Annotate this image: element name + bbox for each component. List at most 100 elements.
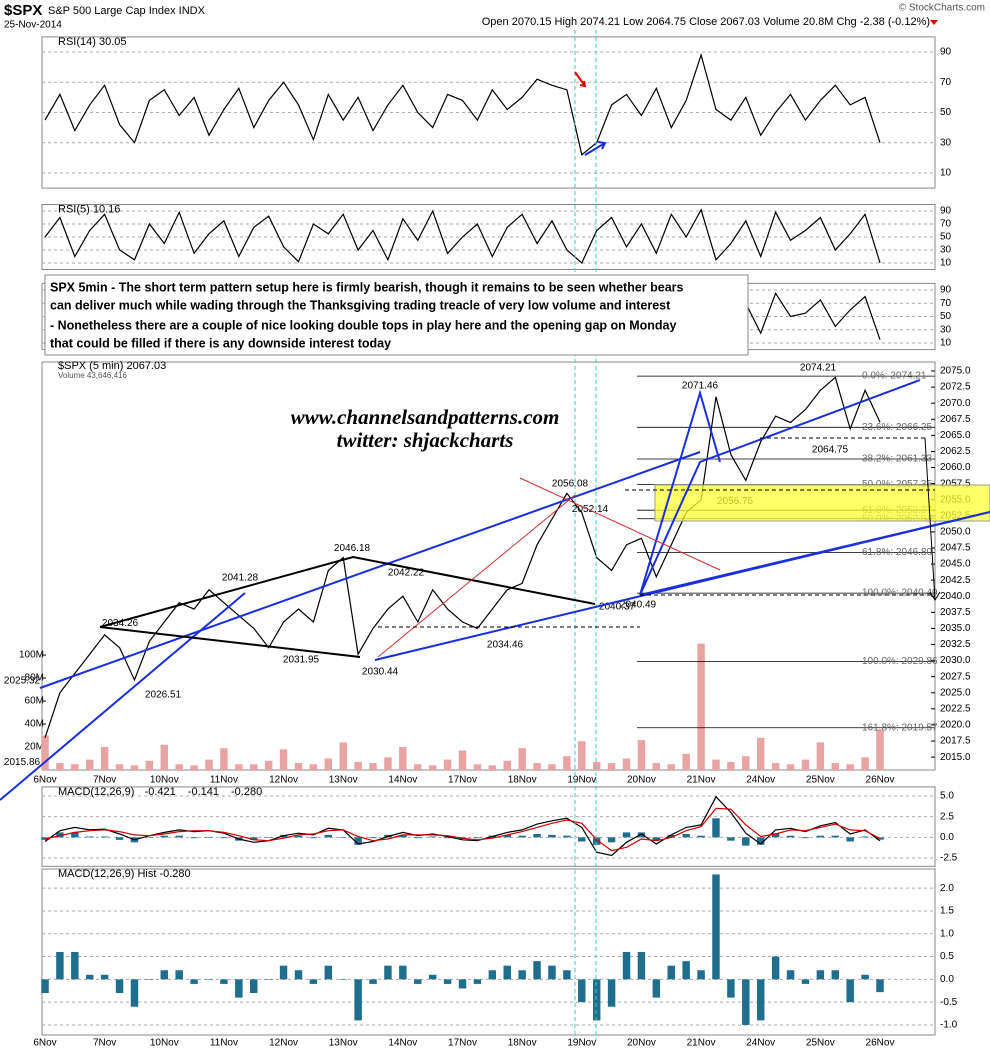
- index-name: S&P 500 Large Cap Index INDX: [48, 5, 206, 17]
- y-tick-label: 2045.0: [940, 559, 971, 570]
- bar: [786, 970, 795, 980]
- bar: [279, 965, 288, 980]
- x-tick-label: 7Nov: [93, 775, 116, 786]
- bar: [697, 643, 705, 770]
- bar: [801, 837, 810, 839]
- bar: [160, 970, 169, 980]
- bar: [428, 974, 437, 980]
- price-annotation: 2064.75: [812, 445, 849, 456]
- bar: [354, 979, 362, 1021]
- bar: [309, 979, 318, 984]
- y-tick-label: 70: [940, 298, 952, 309]
- bar: [369, 979, 377, 984]
- panel-frame: [41, 786, 936, 867]
- y-tick-label: 90: [940, 47, 952, 58]
- y-tick-label: 2015.0: [940, 752, 971, 763]
- x-tick-label: 26Nov: [866, 775, 895, 786]
- bar: [250, 837, 258, 840]
- x-tick-label: 25Nov: [806, 1038, 835, 1049]
- bar: [622, 832, 631, 838]
- bar: [443, 837, 452, 839]
- fib-label: 38.2%: 2061.33: [862, 454, 932, 465]
- y-tick-label: -2.5: [940, 853, 958, 864]
- bar: [712, 818, 720, 838]
- support-zone: [654, 484, 990, 522]
- x-tick-label: 18Nov: [508, 1038, 537, 1049]
- y-tick-label: 2037.5: [940, 607, 971, 618]
- bar: [652, 837, 661, 841]
- y-tick-label: 0.5: [940, 951, 954, 962]
- x-tick-label: 6Nov: [33, 1038, 56, 1049]
- bar: [458, 979, 467, 989]
- line: [44, 52, 881, 156]
- y-tick-label: 2.0: [940, 883, 954, 894]
- line: [44, 376, 881, 738]
- bar: [190, 837, 198, 839]
- x-tick-label: 12Nov: [269, 775, 298, 786]
- bar: [622, 758, 631, 770]
- bar: [324, 758, 333, 770]
- bar: [264, 979, 273, 980]
- x-tick-label: 26Nov: [866, 1038, 895, 1049]
- bar: [458, 750, 467, 770]
- bar: [71, 952, 79, 980]
- bar: [607, 837, 616, 843]
- bar: [294, 970, 303, 980]
- bar: [831, 835, 839, 838]
- bar: [712, 759, 720, 770]
- bar: [115, 764, 124, 770]
- bar: [130, 979, 139, 1007]
- bar: [220, 748, 228, 770]
- bar: [235, 764, 243, 770]
- annotation-line: that could be filled if there is any dow…: [50, 336, 391, 350]
- triangle: [99, 555, 596, 658]
- y2-tick-label: 100M: [19, 650, 44, 661]
- bar: [309, 837, 318, 839]
- y-tick-label: 30: [940, 137, 952, 148]
- price-annotation: 2025.32: [4, 675, 41, 686]
- y-tick-label: -0.5: [940, 997, 958, 1008]
- y-tick-label: 2075.0: [940, 366, 971, 377]
- bar: [667, 764, 675, 770]
- line: [44, 208, 881, 264]
- y-tick-label: 2022.5: [940, 704, 971, 715]
- bar: [667, 965, 675, 980]
- bar: [786, 764, 795, 770]
- bar: [756, 737, 765, 770]
- y2-tick-label: 60M: [25, 696, 44, 707]
- y-tick-label: 30: [940, 245, 952, 256]
- y-tick-label: 2070.0: [940, 398, 971, 409]
- watermark: twitter: shjackcharts: [337, 428, 514, 452]
- bar: [175, 764, 183, 770]
- bar: [250, 764, 258, 770]
- legend-entry: -0.280: [231, 786, 262, 798]
- y-tick-label: 1.0: [940, 928, 954, 939]
- bar: [399, 747, 407, 770]
- drawings: [0, 30, 990, 1040]
- bar: [771, 833, 780, 838]
- bar: [428, 765, 437, 770]
- y-tick-label: 70: [940, 77, 952, 88]
- bar: [876, 729, 884, 770]
- x-tick-label: 19Nov: [567, 1038, 596, 1049]
- price-annotation: 2074.21: [800, 363, 837, 374]
- trendline: [639, 511, 990, 596]
- bar: [130, 765, 139, 770]
- trendline: [639, 379, 921, 596]
- bar: [428, 836, 437, 838]
- bar: [861, 836, 869, 838]
- bar: [637, 740, 646, 770]
- fib-label: 161.8%: 2019.57: [862, 722, 938, 733]
- y-tick-label: 2067.5: [940, 414, 971, 425]
- bar: [518, 970, 526, 980]
- y-tick-label: 2035.0: [940, 623, 971, 634]
- y-tick-label: 50: [940, 232, 952, 243]
- price-annotation: 2046.18: [334, 543, 371, 554]
- y-tick-label: 50: [940, 107, 952, 118]
- bar: [578, 979, 586, 1003]
- bar: [71, 764, 79, 770]
- panel-title: RSI(14) 30.05: [58, 36, 126, 48]
- annotation-box: SPX 5min - The short term pattern setup …: [44, 274, 749, 356]
- bar: [578, 837, 586, 842]
- legend-entry: $SPX (5 min) 2067.03: [58, 360, 166, 372]
